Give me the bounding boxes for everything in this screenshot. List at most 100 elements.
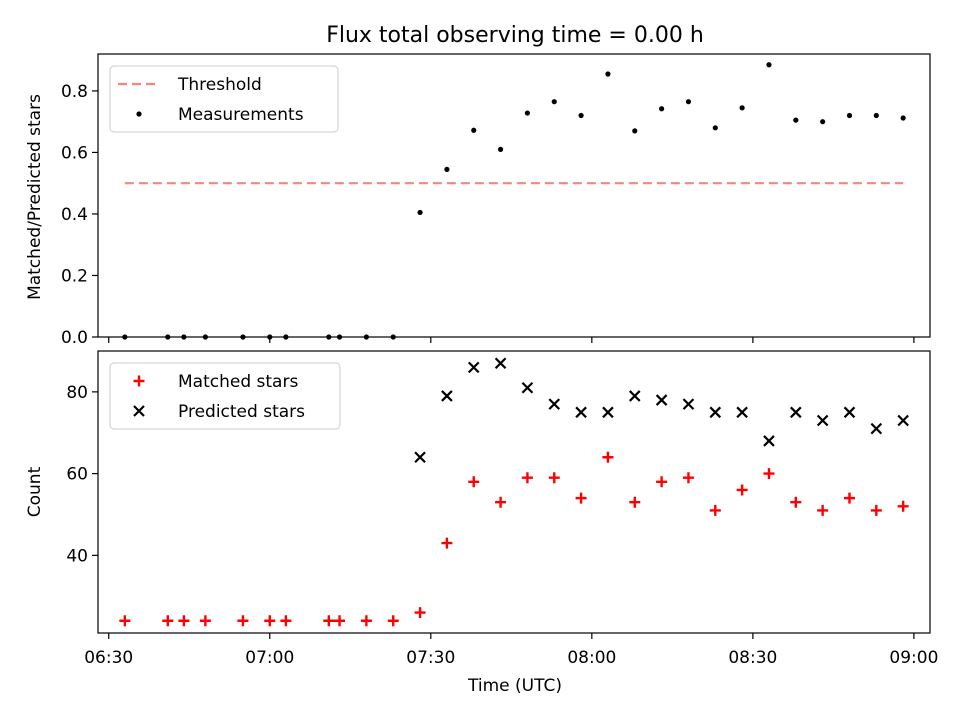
- predicted-stars-point: [655, 394, 668, 406]
- predicted-stars-point: [709, 406, 722, 419]
- measurements-point: [283, 334, 289, 340]
- measurements-point: [659, 106, 665, 112]
- predicted-stars-point: [441, 390, 453, 402]
- measurements-point: [267, 334, 273, 340]
- matched-stars-point: [119, 615, 131, 627]
- x-tick-label: 08:30: [728, 648, 777, 668]
- x-axis-label: Time (UTC): [467, 676, 562, 696]
- matched-stars-point: [656, 476, 668, 488]
- measurements-point: [873, 112, 879, 119]
- predicted-stars-point: [870, 422, 883, 435]
- matched-stars-point: [709, 504, 721, 516]
- matched-stars-point: [790, 496, 802, 508]
- matched-stars-point: [575, 492, 587, 504]
- bottom-y-tick-label: 40: [66, 546, 88, 566]
- matched-stars-point: [414, 607, 426, 619]
- matched-stars-point: [237, 615, 249, 627]
- measurements-point: [471, 127, 477, 133]
- top-y-tick-label: 0.8: [61, 82, 88, 102]
- measurements-point: [793, 117, 799, 123]
- matched-stars-point: [468, 476, 480, 488]
- predicted-stars-point: [575, 406, 587, 419]
- legend-label: Predicted stars: [178, 402, 305, 422]
- top-legend-box: [109, 65, 339, 133]
- measurements-point: [524, 110, 531, 116]
- measurements-point: [336, 334, 343, 340]
- predicted-stars-point: [467, 361, 480, 374]
- matched-stars-point: [521, 472, 533, 484]
- predicted-stars-point: [628, 390, 641, 402]
- measurements-point: [685, 99, 692, 105]
- measurements-point: [202, 334, 208, 340]
- matched-stars-point: [323, 615, 335, 627]
- measurements-point: [632, 128, 638, 134]
- matched-stars-point: [763, 468, 775, 480]
- predicted-stars-point: [521, 382, 534, 394]
- measurements-point: [326, 334, 332, 340]
- x-tick-label: 08:00: [567, 648, 616, 668]
- top-y-tick-label: 0.6: [61, 143, 88, 163]
- matched-stars-point: [162, 615, 174, 627]
- top-y-tick-label: 0.0: [61, 328, 88, 348]
- x-tick-label: 07:00: [245, 648, 294, 668]
- measurements-point: [820, 119, 826, 125]
- bottom-panel: 40 60 80 06:30 07:00 07:30 08:00 08:30 09:00 Matc…: [66, 350, 938, 668]
- legend-label: Measurements: [178, 105, 304, 125]
- predicted-stars-point: [843, 406, 856, 419]
- legend-predicted-stars-swatch: [133, 405, 145, 417]
- matched-stars-point: [870, 504, 882, 516]
- matched-stars-point: [264, 615, 276, 627]
- bottom-y-axis-label: Count: [25, 466, 45, 517]
- measurements-point: [605, 71, 611, 77]
- measurements-point: [551, 99, 557, 105]
- matched-stars-point: [441, 537, 453, 549]
- legend-matched-stars-swatch: [133, 375, 145, 387]
- top-axes-frame: [97, 53, 931, 338]
- predicted-stars-point: [897, 414, 909, 427]
- legend-label: Threshold: [177, 75, 262, 95]
- matched-stars-point: [817, 504, 829, 516]
- matched-stars-point: [178, 615, 190, 627]
- measurements-point: [900, 115, 906, 121]
- x-tick-label: 06:30: [84, 648, 133, 668]
- chart-title: Flux total observing time = 0.00 h: [326, 23, 704, 48]
- matched-stars-point: [602, 451, 614, 463]
- top-y-tick-label: 0.4: [61, 205, 88, 225]
- x-tick-label: 07:30: [406, 648, 455, 668]
- measurements-point: [240, 334, 246, 340]
- top-legend: Threshold Measurements: [109, 65, 339, 133]
- predicted-stars-point: [548, 398, 561, 410]
- matched-stars-point: [334, 615, 346, 627]
- matched-stars-point: [280, 615, 292, 627]
- bottom-legend-box: [109, 362, 341, 430]
- top-y-axis-label: Matched/Predicted stars: [25, 94, 45, 300]
- matched-stars-point: [387, 615, 399, 627]
- predicted-stars-point: [790, 406, 802, 419]
- measurements-point: [712, 125, 718, 131]
- matched-stars-point: [843, 492, 855, 504]
- legend-label: Matched stars: [178, 372, 298, 392]
- measurements-point: [444, 166, 450, 172]
- matched-stars-point: [682, 472, 694, 484]
- predicted-stars-point: [602, 406, 614, 419]
- bottom-y-tick-label: 80: [66, 383, 88, 403]
- bottom-legend: Matched stars Predicted stars: [109, 362, 341, 430]
- x-tick-label: 09:00: [889, 648, 938, 668]
- top-panel: 0.0 0.2 0.4 0.6 0.8 Threshold Measurements: [61, 53, 931, 348]
- matched-stars-point: [736, 484, 748, 496]
- measurements-point: [390, 334, 396, 340]
- bottom-axes-frame: [97, 350, 931, 634]
- measurements-point: [181, 334, 187, 340]
- predicted-stars-point: [763, 435, 775, 447]
- matched-stars-point: [629, 496, 641, 508]
- measurements-point: [739, 105, 745, 111]
- measurements-point: [846, 112, 853, 119]
- measurements-point: [497, 146, 504, 152]
- predicted-stars-point: [682, 398, 695, 410]
- measurements-point: [122, 334, 128, 340]
- measurements-point: [766, 62, 772, 68]
- predicted-stars-point: [414, 451, 426, 464]
- predicted-stars-point: [816, 414, 829, 427]
- matched-stars-point: [360, 615, 372, 627]
- matched-stars-point: [548, 472, 560, 484]
